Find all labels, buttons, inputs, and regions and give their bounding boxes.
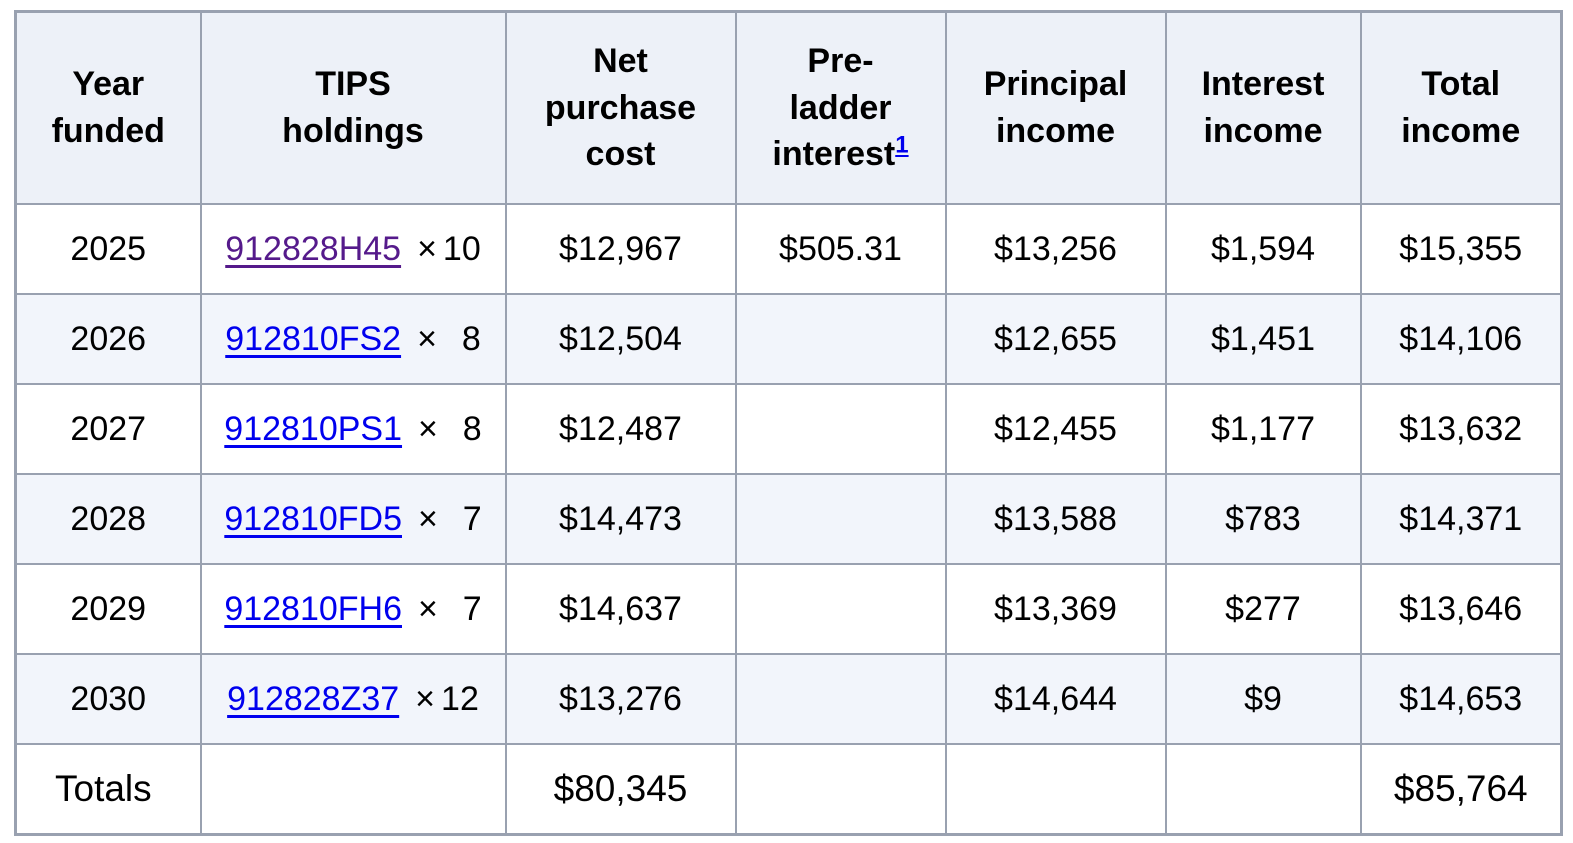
cusip-link[interactable]: 912828H45 [225, 229, 402, 268]
holdings-cell: 912810FD5 × 7 [199, 473, 507, 565]
totals-label: Totals [14, 743, 202, 835]
totals-interest-cell-empty [1164, 743, 1362, 835]
year-cell: 2027 [14, 383, 202, 475]
holdings-cell: 912828H45 × 10 [199, 203, 507, 295]
holding-quantity: 12 [441, 679, 479, 718]
totals-holdings-cell-empty [199, 743, 507, 835]
holding-quantity: 8 [461, 319, 481, 358]
holding-quantity: 7 [462, 499, 482, 538]
cusip-link[interactable]: 912810FH6 [224, 589, 402, 628]
footnote-link[interactable]: 1 [895, 132, 909, 160]
principal-income-cell: $13,588 [944, 473, 1167, 565]
total-income-cell: $13,646 [1359, 563, 1563, 655]
net-purchase-cost-cell: $12,967 [504, 203, 737, 295]
principal-income-cell: $13,256 [944, 203, 1167, 295]
times-symbol: × [418, 589, 438, 628]
holding-quantity: 8 [462, 409, 482, 448]
holdings-cell: 912810FH6 × 7 [199, 563, 507, 655]
holding-quantity: 10 [442, 229, 481, 268]
holdings-cell: 912828Z37 × 12 [199, 653, 507, 745]
col-header-label: Interest income [1201, 65, 1325, 150]
cusip-link[interactable]: 912828Z37 [227, 679, 400, 718]
interest-income-cell: $1,177 [1164, 383, 1362, 475]
totals-row: Totals $80,345 $85,764 [14, 743, 1563, 835]
col-header-label: Pre-ladder interest [772, 41, 896, 174]
col-header-pre-ladder-interest: Pre-ladder interest1 [734, 10, 947, 205]
cusip-link[interactable]: 912810FS2 [225, 319, 402, 358]
total-income-cell: $14,371 [1359, 473, 1563, 565]
pre-ladder-interest-cell [734, 563, 947, 655]
col-header-label: Year funded [51, 65, 165, 150]
table-row-2029: 2029 912810FH6 × 7 $14,637 $13,369 $277 $1… [14, 563, 1563, 655]
header-row: Year funded TIPS holdings Net purchase c… [14, 10, 1563, 205]
times-symbol: × [418, 499, 438, 538]
footnote-superscript: 1 [895, 132, 908, 159]
total-income-cell: $14,653 [1359, 653, 1563, 745]
table-row-2026: 2026 912810FS2 × 8 $12,504 $12,655 $1,451 … [14, 293, 1563, 385]
total-income-cell: $13,632 [1359, 383, 1563, 475]
col-header-net-purchase-cost: Net purchase cost [504, 10, 737, 205]
col-header-principal-income: Principal income [944, 10, 1167, 205]
year-cell: 2030 [14, 653, 202, 745]
table-row-2027: 2027 912810PS1 × 8 $12,487 $12,455 $1,177 … [14, 383, 1563, 475]
interest-income-cell: $9 [1164, 653, 1362, 745]
pre-ladder-interest-cell [734, 653, 947, 745]
times-symbol: × [415, 679, 436, 718]
interest-income-cell: $783 [1164, 473, 1362, 565]
table-row-2030: 2030 912828Z37 × 12 $13,276 $14,644 $9 $14… [14, 653, 1563, 745]
principal-income-cell: $13,369 [944, 563, 1167, 655]
holdings-cell: 912810FS2 × 8 [199, 293, 507, 385]
net-purchase-cost-cell: $14,473 [504, 473, 737, 565]
net-purchase-cost-cell: $13,276 [504, 653, 737, 745]
principal-income-cell: $12,655 [944, 293, 1167, 385]
col-header-total-income: Total income [1359, 10, 1563, 205]
cusip-link[interactable]: 912810FD5 [224, 499, 402, 538]
pre-ladder-interest-cell: $505.31 [734, 203, 947, 295]
col-header-label: Principal income [983, 65, 1128, 150]
col-header-year-funded: Year funded [14, 10, 202, 205]
totals-principal-cell-empty [944, 743, 1167, 835]
interest-income-cell: $1,594 [1164, 203, 1362, 295]
times-symbol: × [418, 409, 438, 448]
col-header-interest-income: Interest income [1164, 10, 1362, 205]
total-income-cell: $15,355 [1359, 203, 1563, 295]
holdings-cell: 912810PS1 × 8 [199, 383, 507, 475]
interest-income-cell: $1,451 [1164, 293, 1362, 385]
net-purchase-cost-cell: $12,504 [504, 293, 737, 385]
holding-quantity: 7 [462, 589, 482, 628]
year-cell: 2025 [14, 203, 202, 295]
net-purchase-cost-cell: $12,487 [504, 383, 737, 475]
year-cell: 2026 [14, 293, 202, 385]
times-symbol: × [417, 319, 437, 358]
pre-ladder-interest-cell [734, 383, 947, 475]
total-income-cell: $14,106 [1359, 293, 1563, 385]
col-header-label: Total income [1401, 65, 1521, 150]
tips-ladder-table: Year funded TIPS holdings Net purchase c… [14, 10, 1563, 836]
table-row-2025: 2025 912828H45 × 10 $12,967 $505.31 $13,25… [14, 203, 1563, 295]
col-header-tips-holdings: TIPS holdings [199, 10, 507, 205]
table-row-2028: 2028 912810FD5 × 7 $14,473 $13,588 $783 $1… [14, 473, 1563, 565]
col-header-label: TIPS holdings [282, 65, 424, 150]
totals-net-purchase-cost: $80,345 [504, 743, 737, 835]
year-cell: 2029 [14, 563, 202, 655]
totals-pre-ladder-cell-empty [734, 743, 947, 835]
pre-ladder-interest-cell [734, 293, 947, 385]
pre-ladder-interest-cell [734, 473, 947, 565]
year-cell: 2028 [14, 473, 202, 565]
interest-income-cell: $277 [1164, 563, 1362, 655]
times-symbol: × [417, 229, 437, 268]
totals-total-income: $85,764 [1359, 743, 1563, 835]
net-purchase-cost-cell: $14,637 [504, 563, 737, 655]
col-header-label: Net purchase cost [544, 41, 697, 174]
cusip-link[interactable]: 912810PS1 [224, 409, 403, 448]
principal-income-cell: $14,644 [944, 653, 1167, 745]
principal-income-cell: $12,455 [944, 383, 1167, 475]
